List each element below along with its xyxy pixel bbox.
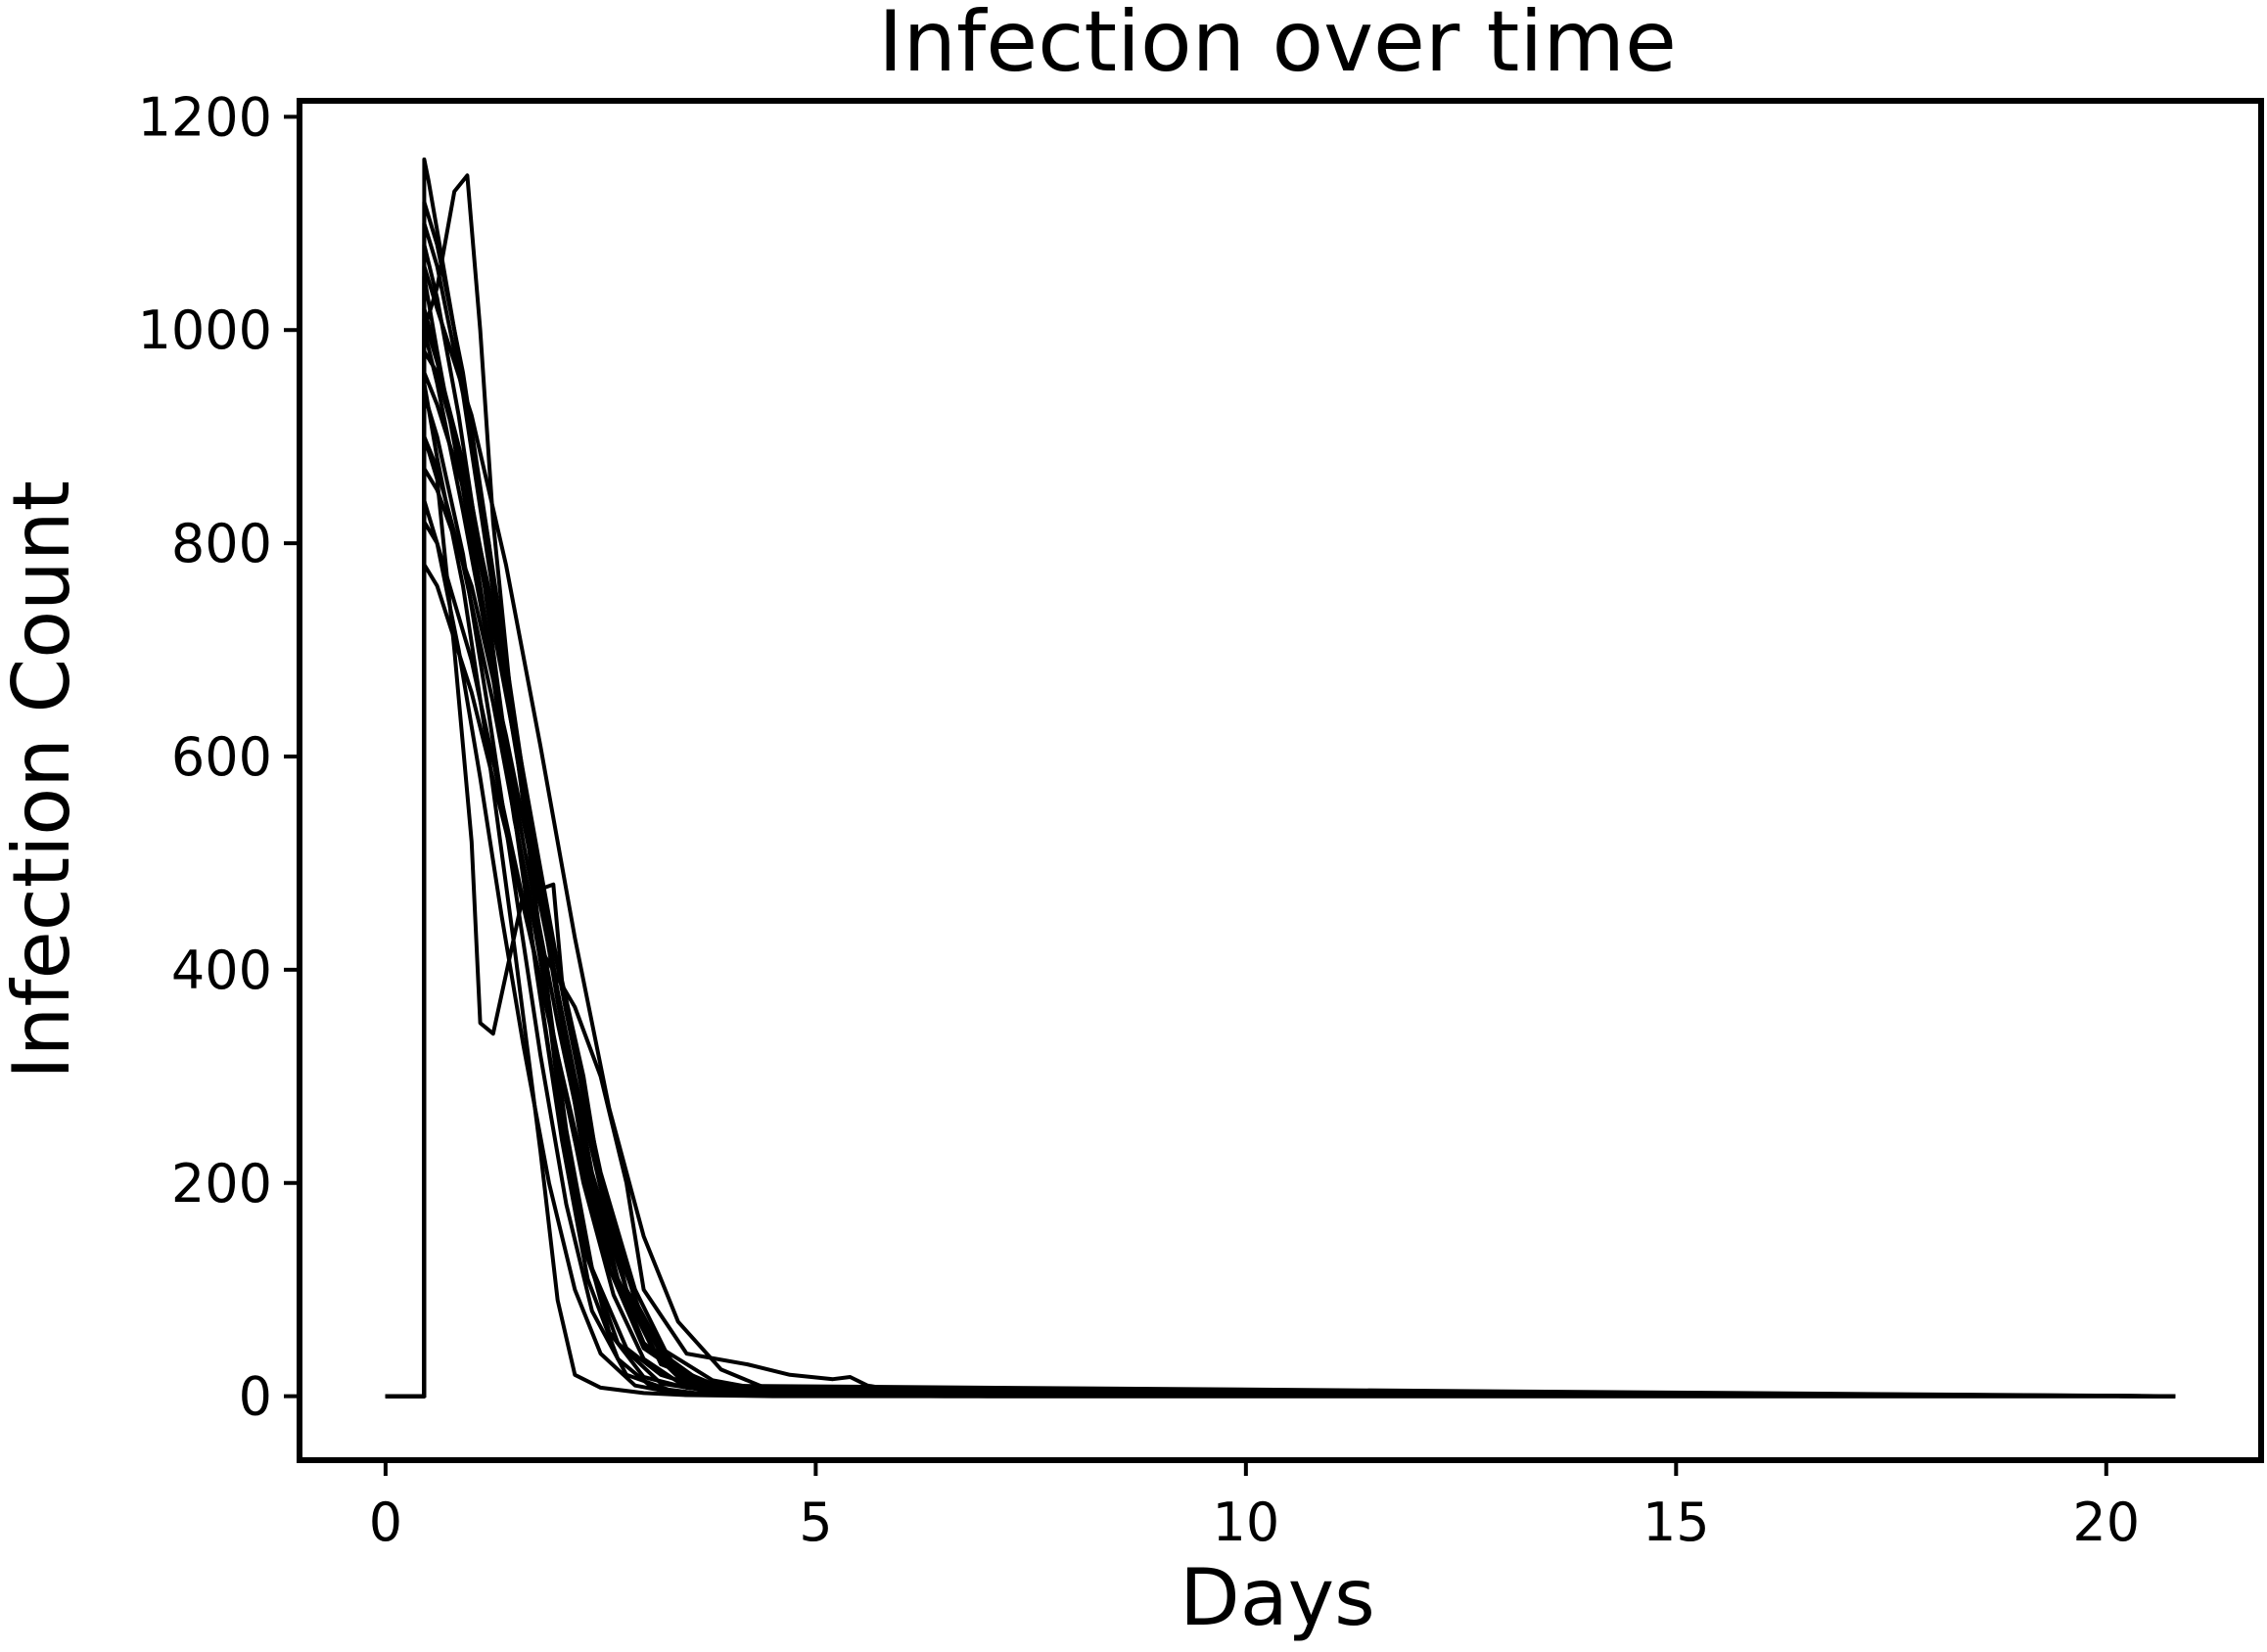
series-line xyxy=(385,274,2176,1399)
chart-title: Infection over time xyxy=(878,0,1677,91)
series-line xyxy=(385,263,2176,1399)
series-line xyxy=(385,435,2176,1399)
series-line xyxy=(385,370,2176,1399)
series-layer xyxy=(385,157,2176,1399)
series-line xyxy=(385,498,2176,1399)
x-tick-label: 5 xyxy=(799,1491,832,1553)
y-tick-label: 400 xyxy=(171,940,272,1001)
series-line xyxy=(385,391,2176,1399)
series-line xyxy=(385,173,2176,1399)
x-axis: 0 5 10 15 20 xyxy=(369,1460,2140,1553)
series-line xyxy=(385,306,2176,1399)
plot-frame xyxy=(297,98,2264,1463)
y-tick-label: 1000 xyxy=(138,299,272,361)
y-tick-label: 1200 xyxy=(138,86,272,148)
x-tick-label: 0 xyxy=(369,1491,402,1553)
series-line xyxy=(385,200,2176,1399)
series-line xyxy=(385,157,2176,1399)
series-line xyxy=(385,328,2176,1399)
y-axis-title: Infection Count xyxy=(0,481,87,1079)
series-line xyxy=(385,221,2176,1399)
x-axis-title: Days xyxy=(1180,1552,1375,1643)
y-tick-label: 200 xyxy=(171,1153,272,1215)
y-axis: 0 200 400 600 800 1000 1200 xyxy=(138,86,300,1428)
series-line xyxy=(385,349,2176,1399)
series-line xyxy=(385,435,2176,1399)
series-line xyxy=(385,317,2176,1399)
y-tick-label: 800 xyxy=(171,513,272,574)
x-tick-label: 20 xyxy=(2072,1491,2140,1553)
y-tick-label: 0 xyxy=(239,1366,272,1428)
series-line xyxy=(385,243,2176,1399)
y-tick-label: 600 xyxy=(171,726,272,788)
series-line xyxy=(385,381,2176,1399)
x-tick-label: 15 xyxy=(1642,1491,1710,1553)
x-tick-label: 10 xyxy=(1212,1491,1279,1553)
series-line xyxy=(385,562,2176,1399)
